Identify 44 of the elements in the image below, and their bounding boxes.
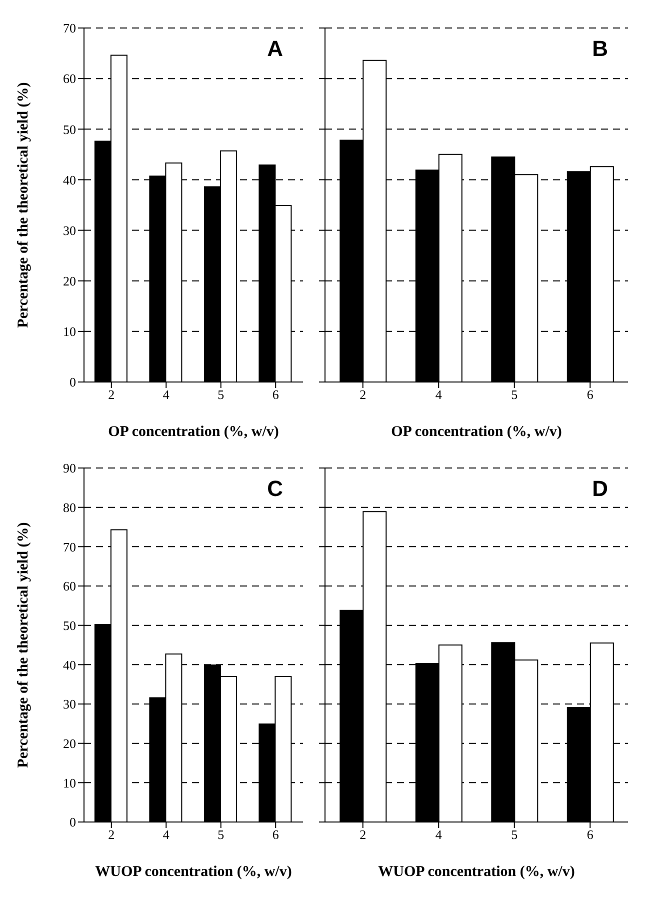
y-tick-label: 40	[63, 657, 76, 672]
y-axis-title: Percentage of the theoretical yield (%)	[15, 82, 32, 328]
x-axis-title: OP concentration (%, w/v)	[391, 424, 562, 440]
x-axis-title: WUOP concentration (%, w/v)	[95, 864, 292, 880]
annotation: B	[592, 36, 608, 62]
x-tick-label: 6	[272, 387, 280, 402]
y-tick-label: 80	[63, 500, 76, 515]
x-axis-title: WUOP concentration (%, w/v)	[378, 864, 575, 880]
x-tick-label: 5	[218, 387, 224, 402]
y-tick-label: 50	[63, 122, 76, 137]
x-tick-label: 2	[108, 827, 115, 842]
y-tick-label: 70	[63, 20, 76, 36]
y-tick-label: 30	[63, 696, 76, 712]
x-tick-label: 2	[108, 387, 115, 402]
x-tick-label: 4	[162, 387, 170, 402]
x-tick-label: 5	[218, 827, 224, 842]
x-tick-label: 4	[435, 387, 442, 402]
annotation: C	[267, 476, 283, 502]
y-tick-label: 90	[63, 460, 76, 476]
y-tick-label: 20	[63, 736, 76, 751]
annotation: A	[267, 36, 283, 62]
x-tick-label: 5	[511, 827, 518, 842]
y-tick-label: 60	[63, 578, 76, 594]
x-tick-label: 6	[586, 387, 594, 402]
y-tick-label: 0	[70, 374, 76, 390]
y-tick-label: 0	[70, 814, 76, 830]
y-tick-label: 20	[63, 273, 76, 288]
x-tick-label: 4	[162, 827, 170, 842]
y-tick-label: 50	[63, 618, 76, 633]
annotation: D	[592, 476, 608, 502]
y-tick-label: 10	[63, 324, 76, 340]
y-tick-label: 40	[63, 172, 76, 188]
x-tick-label: 5	[511, 387, 518, 402]
y-tick-label: 70	[63, 539, 76, 554]
y-tick-label: 10	[63, 775, 76, 790]
y-tick-label: 60	[63, 71, 76, 86]
y-tick-label: 30	[63, 222, 76, 238]
y-axis-title: Percentage of the theoretical yield (%)	[15, 522, 32, 768]
x-tick-label: 2	[360, 827, 366, 842]
x-tick-label: 6	[272, 827, 280, 842]
x-tick-label: 2	[360, 387, 366, 402]
x-axis-title: OP concentration (%, w/v)	[108, 424, 279, 440]
x-tick-label: 6	[586, 827, 594, 842]
x-tick-label: 4	[435, 827, 442, 842]
